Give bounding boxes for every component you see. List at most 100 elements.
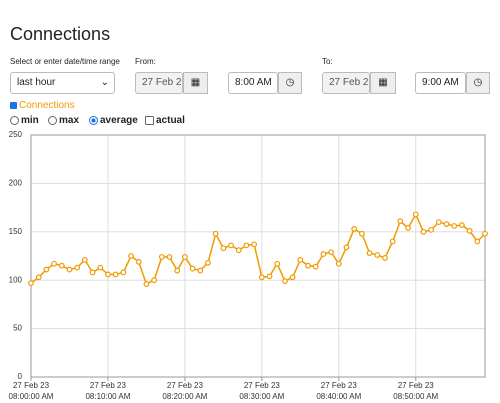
to-time[interactable]: 9:00 AM: [415, 72, 466, 94]
x-tick-time: 08:00:00 AM: [9, 392, 54, 401]
point: [320, 251, 327, 257]
point: [451, 223, 458, 229]
y-tick-label: 100: [9, 275, 23, 284]
point: [174, 267, 181, 274]
point: [212, 230, 219, 237]
point: [474, 238, 481, 245]
point: [328, 249, 335, 256]
x-tick-date: 27 Feb 23: [90, 381, 127, 390]
point: [74, 264, 81, 271]
x-tick-time: 08:40:00 AM: [316, 392, 361, 401]
to-calendar[interactable]: ▦: [370, 72, 396, 94]
point: [235, 247, 242, 254]
point: [382, 255, 388, 261]
option-marker: [48, 116, 57, 125]
point: [351, 225, 358, 232]
point: [374, 252, 381, 258]
to-label: To:: [322, 57, 333, 66]
x-tick-date: 27 Feb 23: [244, 381, 281, 390]
from-calendar[interactable]: ▦: [183, 72, 208, 94]
from-clock[interactable]: ◷: [278, 72, 302, 94]
point: [205, 259, 211, 266]
point: [43, 266, 50, 273]
point: [28, 280, 34, 287]
point: [35, 274, 42, 281]
point: [335, 260, 342, 267]
option-marker: [10, 116, 19, 125]
page-title: Connections: [10, 24, 111, 44]
point: [358, 230, 365, 237]
point: [397, 218, 404, 225]
from-date[interactable]: 27 Feb 2: [135, 72, 183, 94]
point: [181, 254, 188, 260]
point: [105, 271, 111, 278]
point: [420, 228, 427, 235]
point: [389, 238, 396, 245]
x-tick-date: 27 Feb 23: [167, 381, 204, 390]
from-time[interactable]: 8:00 AM: [228, 72, 278, 94]
option[interactable]: average: [89, 115, 138, 126]
point: [305, 262, 311, 269]
point: [366, 250, 373, 256]
point: [135, 258, 142, 265]
x-tick-time: 08:20:00 AM: [162, 392, 207, 401]
range-value: last hour: [17, 77, 56, 88]
point: [197, 267, 204, 274]
option[interactable]: min: [10, 115, 39, 126]
point: [143, 281, 150, 287]
point: [482, 230, 488, 237]
to-date[interactable]: 27 Feb 2: [322, 72, 370, 94]
point: [228, 242, 234, 249]
option-label: average: [100, 115, 138, 126]
point: [282, 278, 288, 285]
point: [343, 244, 350, 251]
x-tick-time: 08:30:00 AM: [239, 392, 284, 401]
point: [258, 274, 265, 281]
point: [243, 242, 250, 249]
point: [220, 245, 227, 252]
y-tick-label: 200: [9, 179, 23, 188]
point: [266, 273, 273, 280]
range-select[interactable]: last hour ⌄: [10, 72, 115, 94]
point: [459, 222, 465, 228]
x-tick-time: 08:50:00 AM: [393, 392, 438, 401]
plot-frame: [30, 134, 486, 378]
point: [189, 265, 196, 272]
point: [312, 263, 319, 270]
series-toggle[interactable]: Connections: [10, 100, 75, 111]
point: [51, 260, 57, 267]
series-toggle-label: Connections: [19, 100, 75, 111]
point: [66, 266, 73, 273]
point: [151, 277, 158, 284]
point: [412, 211, 419, 218]
point: [251, 241, 258, 248]
point: [466, 227, 473, 234]
x-tick-date: 27 Feb 23: [398, 381, 435, 390]
from-label: From:: [135, 57, 156, 66]
option[interactable]: actual: [145, 115, 185, 126]
x-tick-date: 27 Feb 23: [13, 381, 50, 390]
point: [428, 226, 435, 233]
x-tick-date: 27 Feb 23: [321, 381, 358, 390]
option-label: min: [21, 115, 39, 126]
point: [120, 269, 127, 276]
point: [58, 262, 65, 269]
to-clock[interactable]: ◷: [466, 72, 490, 94]
option-label: actual: [156, 115, 185, 126]
point: [89, 269, 96, 276]
point: [97, 264, 104, 271]
point: [81, 256, 88, 263]
point: [405, 225, 411, 231]
range-label: Select or enter date/time range: [10, 57, 120, 66]
option-marker: [145, 116, 154, 125]
y-tick-label: 0: [18, 372, 23, 381]
point: [289, 274, 296, 281]
series-line: [30, 212, 486, 286]
point: [128, 253, 134, 259]
point: [166, 254, 173, 260]
point: [435, 219, 442, 226]
option[interactable]: max: [48, 115, 79, 126]
point: [443, 221, 450, 227]
y-tick-label: 50: [13, 324, 22, 333]
point: [158, 254, 165, 260]
